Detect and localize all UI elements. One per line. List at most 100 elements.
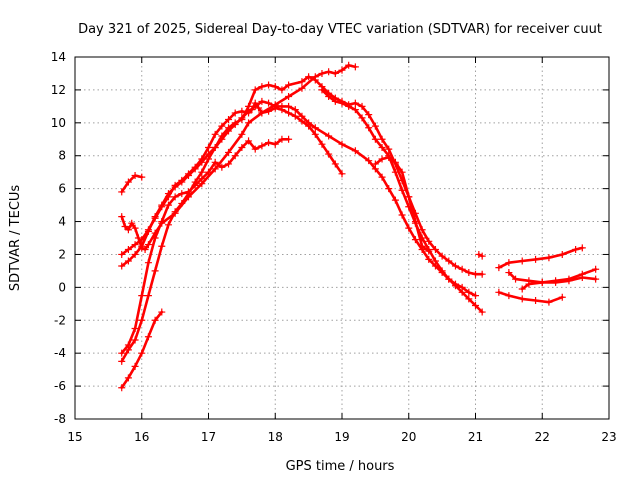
data-point <box>445 257 453 265</box>
x-tick-label: 20 <box>401 430 416 444</box>
data-point <box>238 116 246 124</box>
data-point <box>124 246 132 254</box>
data-point <box>184 190 192 198</box>
data-point <box>218 132 226 140</box>
data-point <box>538 278 546 286</box>
data-point <box>378 144 386 151</box>
data-point <box>184 171 192 179</box>
data-point <box>238 130 246 138</box>
y-tick-label: -4 <box>54 346 66 360</box>
data-point <box>331 97 339 105</box>
data-point <box>231 109 239 117</box>
series-13 <box>505 269 600 286</box>
data-point <box>552 277 560 285</box>
data-point <box>138 242 146 250</box>
data-point <box>325 92 333 100</box>
data-point <box>398 211 406 219</box>
data-point <box>472 270 479 278</box>
data-point <box>338 170 346 178</box>
data-point <box>495 264 503 272</box>
data-point <box>331 69 339 77</box>
data-point <box>225 160 233 168</box>
series-4 <box>118 97 486 316</box>
data-point <box>124 178 132 186</box>
data-point <box>285 92 293 100</box>
data-point <box>465 295 473 303</box>
data-point <box>518 285 526 293</box>
data-point <box>131 336 139 344</box>
data-point <box>178 190 186 198</box>
data-point <box>391 158 399 166</box>
data-point <box>118 250 126 258</box>
y-tick-label: 12 <box>51 83 66 97</box>
data-point <box>134 234 142 242</box>
data-point <box>124 226 132 234</box>
data-point <box>271 102 279 110</box>
data-point <box>218 122 226 130</box>
series-line <box>497 246 584 269</box>
data-point <box>265 99 273 107</box>
data-point <box>438 267 446 275</box>
data-point <box>164 201 172 209</box>
data-point <box>258 83 266 91</box>
data-point <box>505 292 513 300</box>
x-tick-label: 16 <box>134 430 149 444</box>
data-point <box>285 81 293 89</box>
data-point <box>144 333 152 341</box>
data-point <box>475 250 483 258</box>
series-line <box>120 75 484 363</box>
data-point <box>532 297 540 305</box>
data-point <box>311 76 319 84</box>
data-point <box>164 190 172 198</box>
x-tick-label: 19 <box>334 430 349 444</box>
data-point <box>131 224 139 232</box>
data-point <box>258 109 266 117</box>
y-tick-label: 10 <box>51 116 66 130</box>
series-line <box>520 268 597 291</box>
series-line <box>120 174 144 194</box>
grid-lines <box>75 57 609 419</box>
data-point <box>158 308 166 316</box>
data-point <box>305 73 313 81</box>
data-point <box>592 265 600 273</box>
data-point <box>592 275 600 283</box>
y-tick-label: -8 <box>54 412 66 426</box>
data-point <box>131 325 139 332</box>
data-point <box>164 221 172 229</box>
data-point <box>118 357 126 365</box>
data-point <box>311 130 319 138</box>
data-point <box>138 316 146 324</box>
y-tick-label: 6 <box>58 182 66 196</box>
y-tick-label: -6 <box>54 379 66 393</box>
y-tick-label: 4 <box>58 215 66 229</box>
y-tick-label: 14 <box>51 50 66 64</box>
x-tick-label: 15 <box>67 430 82 444</box>
data-point <box>151 234 159 242</box>
data-point <box>351 106 359 114</box>
data-point <box>325 68 333 76</box>
data-point <box>318 86 326 94</box>
y-tick-label: 8 <box>58 149 66 163</box>
x-tick-label: 23 <box>601 430 616 444</box>
data-point <box>265 81 273 89</box>
data-point <box>118 349 126 357</box>
data-point <box>578 244 586 252</box>
data-point <box>128 219 136 227</box>
data-point <box>371 135 379 143</box>
axis-ticks: 15 16 17 18 19 20 21 22 23 -8 -6 -4 -2 0 2 4 6 8 10 12 14 <box>51 50 617 444</box>
data-point <box>138 292 146 300</box>
data-point <box>118 188 126 196</box>
data-point <box>378 135 386 143</box>
data-point <box>405 224 413 232</box>
data-point <box>391 196 399 204</box>
data-point <box>245 102 253 110</box>
data-point <box>124 257 132 265</box>
data-point <box>131 171 139 179</box>
data-point <box>385 153 393 161</box>
data-point <box>144 292 152 300</box>
data-point <box>191 165 199 173</box>
data-point <box>225 116 233 124</box>
x-tick-label: 21 <box>468 430 483 444</box>
data-point <box>405 193 413 201</box>
data-point <box>331 160 339 168</box>
